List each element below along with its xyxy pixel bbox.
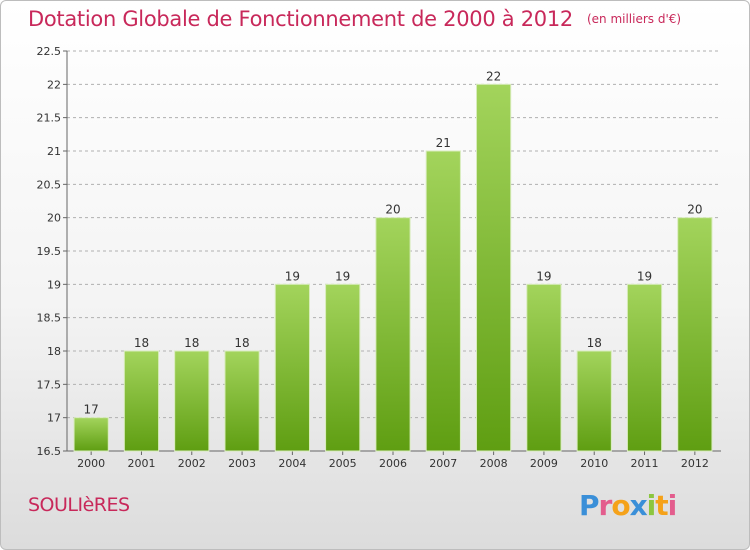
y-tick-label: 17.5: [37, 378, 62, 391]
commune-name: SOULIèRES: [28, 494, 130, 516]
data-label: 18: [134, 336, 149, 350]
bar[interactable]: [626, 283, 663, 452]
x-tick-label: 2011: [631, 457, 659, 470]
bar[interactable]: [123, 350, 160, 452]
y-tick-labels: 16.5 17 17.5 18 18.5 19 19.5 20 20.5 21 21.5 22 22.5: [37, 45, 62, 458]
logo-letter: i: [646, 489, 657, 522]
x-tick-label: 2005: [329, 457, 357, 470]
x-tick-label: 2002: [178, 457, 206, 470]
logo-letter: i: [667, 489, 678, 522]
data-label: 17: [84, 403, 99, 417]
logo-letter: o: [611, 489, 630, 522]
y-tick-label: 21: [47, 145, 61, 158]
bar[interactable]: [224, 350, 260, 452]
bar[interactable]: [425, 150, 461, 452]
bar[interactable]: [576, 350, 612, 452]
x-tick-label: 2010: [580, 457, 608, 470]
bars: [73, 83, 713, 452]
data-label: 21: [436, 136, 451, 150]
data-label: 19: [335, 269, 350, 283]
y-tick-label: 18.5: [37, 312, 62, 325]
data-label: 18: [587, 336, 602, 350]
y-tick-label: 20: [47, 212, 61, 225]
chart-title: Dotation Globale de Fonctionnement de 20…: [28, 7, 681, 31]
proxiti-logo[interactable]: Proxiti: [579, 489, 678, 522]
y-tick-label: 19: [47, 278, 61, 291]
y-tick-label: 17: [47, 412, 61, 425]
data-label: 19: [637, 269, 652, 283]
y-tick-label: 22: [47, 78, 61, 91]
chart-subtitle: (en milliers d'€): [586, 12, 682, 26]
chart-title-text: Dotation Globale de Fonctionnement de 20…: [28, 7, 573, 31]
bar[interactable]: [73, 417, 109, 452]
data-label: 22: [486, 69, 501, 83]
logo-letter: P: [579, 489, 600, 522]
logo-letter: t: [655, 489, 668, 522]
bar[interactable]: [274, 283, 310, 452]
x-tick-label: 2006: [379, 457, 407, 470]
logo-letter: x: [629, 489, 648, 522]
x-tick-label: 2007: [429, 457, 457, 470]
x-tick-label: 2001: [127, 457, 155, 470]
x-tick-labels: 2000 2001 2002 2003 2004 2005 2006 2007 2008 2009…: [77, 457, 709, 470]
logo-letter: r: [598, 489, 613, 522]
y-tick-label: 16.5: [37, 445, 62, 458]
data-label: 18: [234, 336, 249, 350]
bar[interactable]: [174, 350, 210, 452]
y-tick-label: 20.5: [37, 178, 62, 191]
y-tick-label: 21.5: [37, 112, 62, 125]
x-tick-label: 2000: [77, 457, 105, 470]
data-label: 20: [385, 203, 400, 217]
data-label: 18: [184, 336, 199, 350]
x-tick-label: 2012: [681, 457, 709, 470]
data-label: 19: [536, 269, 551, 283]
bar[interactable]: [476, 83, 512, 452]
y-tick-label: 19.5: [37, 245, 62, 258]
data-label: 20: [687, 203, 702, 217]
bar[interactable]: [677, 217, 713, 452]
bar[interactable]: [526, 283, 562, 452]
data-labels: 17 18 18 18 19 19 20 21 22 19 18 19 20: [84, 69, 703, 416]
bar[interactable]: [325, 283, 361, 452]
x-tick-label: 2009: [530, 457, 558, 470]
x-tick-label: 2004: [278, 457, 306, 470]
y-tick-label: 18: [47, 345, 61, 358]
data-label: 19: [285, 269, 300, 283]
x-tick-label: 2008: [480, 457, 508, 470]
x-tick-label: 2003: [228, 457, 256, 470]
y-tick-label: 22.5: [37, 45, 62, 58]
bar[interactable]: [375, 217, 411, 452]
